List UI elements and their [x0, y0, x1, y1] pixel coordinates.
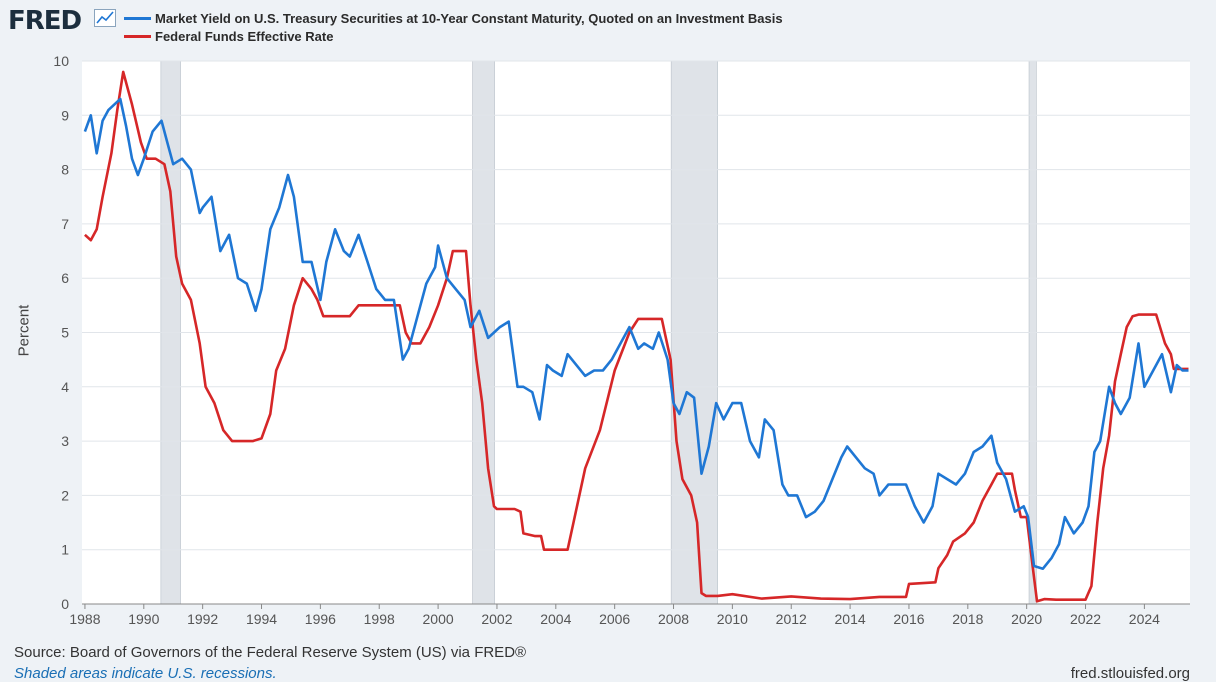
- x-tick-label: 2024: [1129, 611, 1160, 627]
- y-tick-label: 10: [53, 53, 69, 69]
- x-tick-label: 1990: [128, 611, 159, 627]
- x-tick-label: 1992: [187, 611, 218, 627]
- x-tick-label: 2004: [540, 611, 571, 627]
- source-note: Source: Board of Governors of the Federa…: [14, 644, 527, 661]
- x-tick-label: 2002: [481, 611, 512, 627]
- fred-logo[interactable]: FRED: [8, 6, 82, 36]
- x-tick-label: 1998: [364, 611, 395, 627]
- legend-label-fed-funds: Federal Funds Effective Rate: [155, 28, 334, 44]
- y-tick-label: 0: [61, 596, 69, 612]
- chart-line-icon: [94, 9, 116, 27]
- y-tick-labels: 0 1 2 3 4 5 6 7 8 9 10: [53, 53, 69, 612]
- recession-note-link[interactable]: Shaded areas indicate U.S. recessions.: [14, 665, 277, 682]
- x-tick-label: 2020: [1011, 611, 1042, 627]
- x-tick-label: 2008: [658, 611, 689, 627]
- legend-label-treasury: Market Yield on U.S. Treasury Securities…: [155, 10, 783, 26]
- x-tick-label: 2010: [717, 611, 748, 627]
- x-tick-labels: 1988 1990 1992 1994 1996 1998 2000 2002 2004 2006…: [69, 603, 1190, 627]
- legend-swatch-fed-funds: [124, 34, 151, 38]
- legend-item-treasury[interactable]: Market Yield on U.S. Treasury Securities…: [124, 9, 783, 27]
- y-tick-label: 2: [61, 487, 69, 503]
- y-tick-label: 6: [61, 270, 69, 286]
- x-tick-label: 2012: [776, 611, 807, 627]
- x-tick-label: 2000: [423, 611, 454, 627]
- x-tick-label: 2016: [893, 611, 924, 627]
- x-tick-label: 1988: [69, 611, 100, 627]
- x-tick-label: 2018: [952, 611, 983, 627]
- y-tick-label: 7: [61, 216, 69, 232]
- series-line-1[interactable]: [83, 97, 1189, 571]
- x-tick-label: 2022: [1070, 611, 1101, 627]
- y-tick-label: 8: [61, 162, 69, 178]
- x-tick-label: 1994: [246, 611, 277, 627]
- series-lines: [83, 70, 1189, 603]
- y-tick-label: 5: [61, 325, 69, 341]
- y-tick-label: 3: [61, 433, 69, 449]
- y-tick-label: 1: [61, 542, 69, 558]
- x-tick-label: 2006: [599, 611, 630, 627]
- series-line-2[interactable]: [84, 70, 1189, 603]
- legend-item-fed-funds[interactable]: Federal Funds Effective Rate: [124, 27, 333, 45]
- y-tick-label: 9: [61, 107, 69, 123]
- x-tick-label: 2014: [835, 611, 866, 627]
- x-tick-label: 1996: [305, 611, 336, 627]
- y-tick-label: 4: [61, 379, 69, 395]
- legend-swatch-treasury: [124, 16, 151, 20]
- site-url[interactable]: fred.stlouisfed.org: [1070, 665, 1190, 682]
